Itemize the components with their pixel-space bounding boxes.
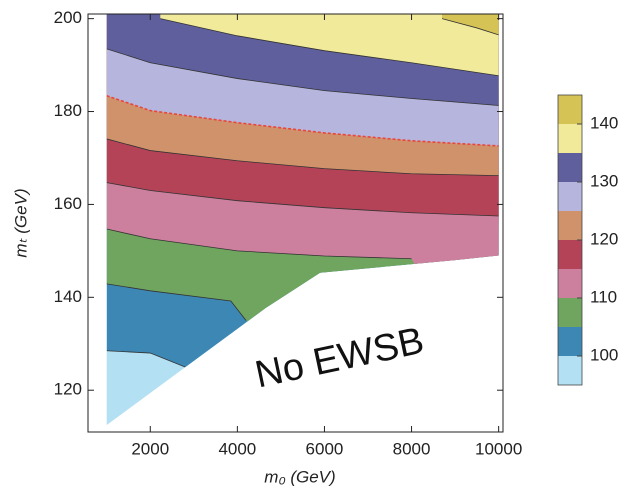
colorbar-tick-label: 100 <box>590 345 618 364</box>
colorbar-band <box>558 211 582 240</box>
colorbar-band <box>558 240 582 269</box>
contour-line <box>160 18 499 77</box>
annotation: No EWSB <box>252 320 428 397</box>
contour-line <box>106 350 186 368</box>
colorbar-band <box>558 182 582 211</box>
x-tick-label: 2000 <box>131 439 169 458</box>
colorbar-band <box>558 153 582 182</box>
contour-line <box>106 48 499 106</box>
band <box>106 14 499 426</box>
colorbar-tick-label: 120 <box>590 229 618 248</box>
y-tick-label: 200 <box>54 8 82 27</box>
y-tick-label: 180 <box>54 101 82 120</box>
contour-line <box>106 138 499 177</box>
x-tick-label: 8000 <box>393 439 431 458</box>
contour-line <box>106 283 247 321</box>
y-tick-label: 120 <box>54 380 82 399</box>
contour-line <box>106 94 499 147</box>
x-tick-label: 10000 <box>475 439 522 458</box>
y-tick-label: 140 <box>54 287 82 306</box>
colorbar-band <box>558 298 582 327</box>
colorbar-band <box>558 95 582 124</box>
y-tick-label: 160 <box>54 194 82 213</box>
x-tick-label: 6000 <box>306 439 344 458</box>
contour-line <box>106 228 412 260</box>
colorbar-band <box>558 124 582 153</box>
band <box>160 14 499 426</box>
colorbar-tick-label: 140 <box>590 113 618 132</box>
colorbar-band <box>558 356 582 385</box>
x-axis-label: m₀ (GeV) <box>264 467 335 486</box>
y-axis-label: mₜ (GeV) <box>11 188 30 257</box>
contour-line <box>441 18 499 36</box>
colorbar-band <box>558 269 582 298</box>
colorbar-tick-label: 110 <box>590 287 617 306</box>
colorbar-band <box>558 327 582 356</box>
plot-frame <box>87 13 504 433</box>
colorbar-tick-label: 130 <box>590 171 618 190</box>
x-tick-label: 4000 <box>218 439 256 458</box>
contour-line <box>106 182 499 217</box>
